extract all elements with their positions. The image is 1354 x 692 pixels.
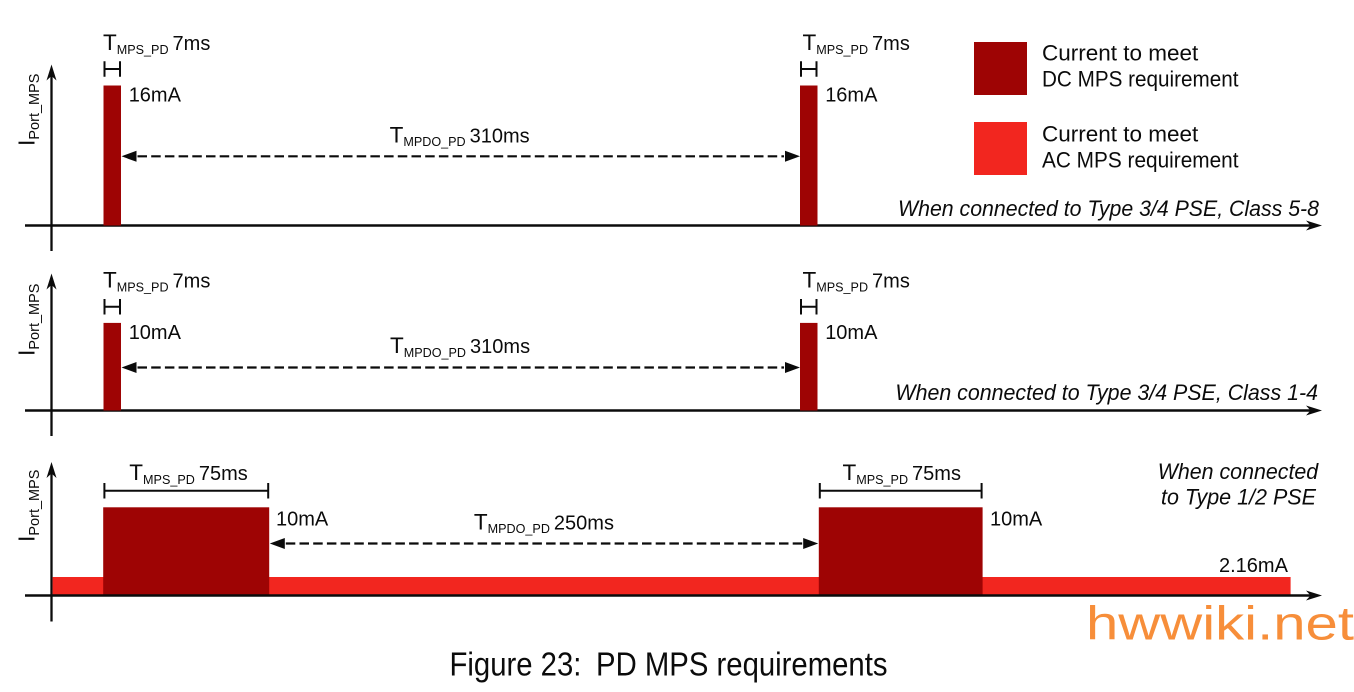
svg-text:DC MPS requirement: DC MPS requirement <box>1042 67 1239 92</box>
svg-text:10mA: 10mA <box>825 322 878 344</box>
svg-text:Figure 23: PD MPS requirements: Figure 23: PD MPS requirements <box>450 646 888 683</box>
svg-text:When connected to Type 3/4 PSE: When connected to Type 3/4 PSE, Class 5-… <box>898 196 1319 221</box>
svg-text:TMPS_PD 7ms: TMPS_PD 7ms <box>103 30 210 57</box>
svg-text:TMPS_PD 75ms: TMPS_PD 75ms <box>843 460 961 487</box>
svg-text:Current to meet: Current to meet <box>1042 122 1199 147</box>
svg-text:16mA: 16mA <box>129 85 182 107</box>
svg-text:When connected to Type 3/4 PSE: When connected to Type 3/4 PSE, Class 1-… <box>895 380 1318 405</box>
svg-text:IPort_MPS: IPort_MPS <box>14 284 44 356</box>
svg-text:16mA: 16mA <box>825 85 878 107</box>
svg-text:10mA: 10mA <box>129 322 182 344</box>
svg-text:10mA: 10mA <box>276 509 329 531</box>
svg-text:to Type 1/2 PSE: to Type 1/2 PSE <box>1161 485 1317 510</box>
svg-text:10mA: 10mA <box>990 509 1043 531</box>
svg-text:Current to meet: Current to meet <box>1042 41 1199 66</box>
svg-text:TMPDO_PD 310ms: TMPDO_PD 310ms <box>390 333 530 360</box>
svg-text:2.16mA: 2.16mA <box>1219 555 1289 577</box>
svg-text:TMPS_PD 7ms: TMPS_PD 7ms <box>803 268 910 295</box>
svg-text:IPort_MPS: IPort_MPS <box>14 74 44 146</box>
svg-text:TMPDO_PD 250ms: TMPDO_PD 250ms <box>474 509 614 536</box>
svg-text:When connected: When connected <box>1158 459 1320 484</box>
svg-text:TMPS_PD 7ms: TMPS_PD 7ms <box>103 268 210 295</box>
svg-text:hwwiki.net: hwwiki.net <box>1086 597 1354 650</box>
svg-text:AC MPS requirement: AC MPS requirement <box>1042 148 1239 173</box>
svg-text:TMPS_PD 7ms: TMPS_PD 7ms <box>803 30 910 57</box>
svg-text:IPort_MPS: IPort_MPS <box>14 470 44 542</box>
svg-text:TMPS_PD 75ms: TMPS_PD 75ms <box>129 460 247 487</box>
svg-text:TMPDO_PD 310ms: TMPDO_PD 310ms <box>390 122 530 149</box>
